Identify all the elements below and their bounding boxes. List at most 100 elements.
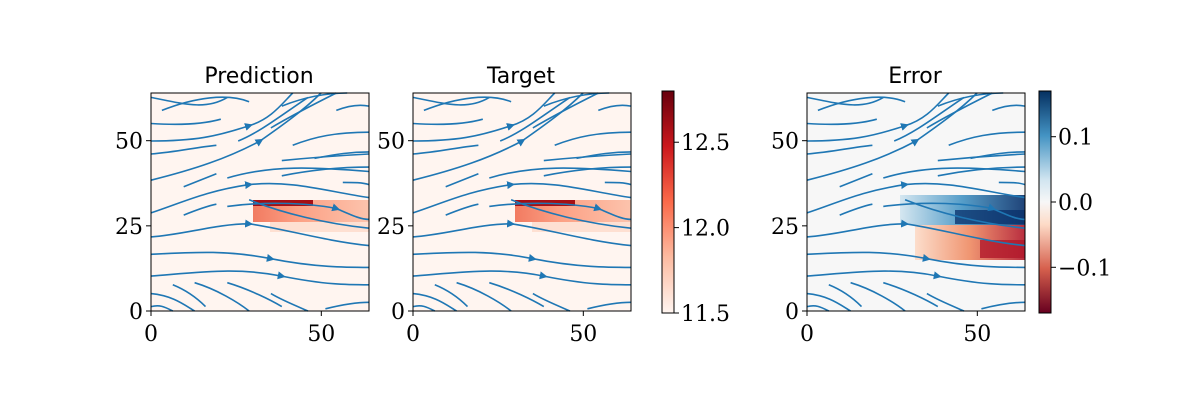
streamline	[325, 301, 370, 310]
colorbar-tick-label: 12.0	[681, 217, 730, 242]
streamline	[806, 92, 950, 142]
streamline	[150, 144, 217, 155]
x-tick-label: 50	[569, 322, 597, 347]
x-tick-label: 50	[963, 322, 991, 347]
streamline	[883, 281, 939, 308]
streamline	[883, 167, 1026, 179]
streamlines	[412, 92, 632, 312]
streamline	[883, 202, 1026, 221]
streamline	[992, 104, 1026, 112]
y-tick-label: 0	[391, 300, 405, 325]
streamline	[510, 199, 632, 229]
streamline	[998, 181, 1026, 186]
colorbar-error: 0.1 0.0 −0.1	[1038, 90, 1111, 314]
panel-title: Prediction	[204, 64, 313, 89]
y-tick-label: 25	[771, 215, 799, 240]
panel-error: Error 0 50 0 25 50	[771, 64, 1026, 347]
streamline	[150, 118, 222, 126]
streamlines	[806, 92, 1026, 312]
streamline	[150, 292, 196, 312]
streamline	[981, 301, 1026, 310]
streamline	[489, 202, 632, 221]
streamline	[161, 96, 250, 112]
streamline	[604, 181, 632, 186]
streamline	[445, 172, 479, 188]
streamline	[806, 304, 830, 312]
streamline	[281, 166, 370, 177]
streamline	[948, 131, 1026, 147]
streamline	[456, 281, 512, 312]
axes-frame	[806, 92, 1026, 312]
streamline	[194, 281, 250, 312]
streamline	[532, 292, 571, 312]
y-tick-label: 25	[377, 215, 405, 240]
streamline	[937, 153, 1026, 162]
streamline	[850, 281, 906, 312]
axes-frame	[412, 92, 632, 312]
streamline	[806, 181, 1026, 214]
streamline	[227, 167, 370, 179]
streamline	[150, 270, 370, 286]
colorbar-tick-label: 0.0	[1058, 191, 1093, 216]
colorbar-gradient	[1038, 90, 1052, 314]
streamline	[839, 172, 873, 188]
streamline	[937, 166, 1026, 177]
streamline	[489, 281, 545, 308]
streamline	[412, 251, 632, 269]
colorbar-ticks: 11.5 12.0 12.5	[674, 131, 730, 327]
streamline	[828, 284, 863, 308]
streamline	[445, 203, 479, 216]
streamline	[532, 92, 599, 129]
streamline	[554, 131, 632, 147]
streamlines	[150, 92, 370, 312]
streamline	[150, 181, 370, 214]
y-tick-label: 25	[115, 215, 143, 240]
axes: 0 50 0 25 50	[771, 130, 991, 347]
colorbar-tick-label: 11.5	[681, 302, 730, 327]
streamline	[926, 92, 993, 129]
streamline	[893, 96, 965, 142]
colorbar-target: 11.5 12.0 12.5	[661, 90, 730, 327]
colorbar-tick-label: 0.1	[1058, 126, 1093, 151]
axes: 0 50 0 25 50	[377, 130, 597, 347]
streamline	[281, 153, 370, 162]
y-tick-label: 50	[115, 130, 143, 155]
streamline	[336, 104, 370, 112]
x-tick-label: 0	[406, 322, 420, 347]
streamline	[150, 92, 294, 142]
streamline	[237, 96, 309, 142]
streamline	[806, 96, 884, 106]
streamline	[806, 144, 873, 155]
streamline	[227, 202, 370, 221]
x-tick-label: 0	[800, 322, 814, 347]
streamline	[270, 292, 309, 312]
streamline	[412, 219, 632, 247]
streamline	[499, 96, 571, 142]
axes-frame	[150, 92, 370, 312]
streamline	[227, 281, 283, 308]
streamline	[587, 301, 632, 310]
streamline	[489, 167, 632, 179]
streamline	[412, 292, 458, 312]
streamline	[806, 219, 1026, 247]
streamline	[817, 96, 906, 112]
streamline	[543, 166, 632, 177]
streamline	[423, 96, 512, 112]
streamline	[543, 153, 632, 162]
streamline	[926, 292, 965, 312]
x-tick-label: 50	[307, 322, 335, 347]
streamline	[806, 270, 1026, 286]
streamline	[248, 199, 370, 229]
streamline	[412, 96, 490, 106]
y-tick-label: 50	[771, 130, 799, 155]
y-tick-label: 50	[377, 130, 405, 155]
panel-title: Error	[888, 64, 943, 89]
streamline	[270, 92, 337, 129]
streamline	[150, 219, 370, 247]
streamline	[150, 251, 370, 269]
colorbar-gradient	[661, 90, 675, 314]
colorbar-tick-label: 12.5	[681, 131, 730, 156]
streamline	[342, 181, 370, 186]
axes: 0 50 0 25 50	[115, 130, 335, 347]
